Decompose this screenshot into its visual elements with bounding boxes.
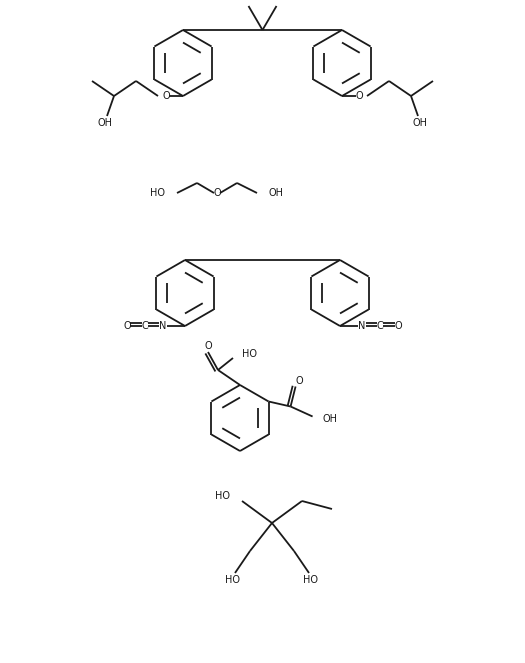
Text: HO: HO xyxy=(226,575,240,585)
Text: O: O xyxy=(355,91,363,101)
Text: N: N xyxy=(159,321,166,331)
Text: N: N xyxy=(358,321,366,331)
Text: C: C xyxy=(376,321,383,331)
Text: O: O xyxy=(123,321,131,331)
Text: O: O xyxy=(296,375,303,385)
Text: HO: HO xyxy=(150,188,165,198)
Text: OH: OH xyxy=(413,118,427,128)
Text: C: C xyxy=(142,321,149,331)
Text: HO: HO xyxy=(303,575,319,585)
Text: O: O xyxy=(204,341,212,351)
Text: HO: HO xyxy=(215,491,230,501)
Text: O: O xyxy=(394,321,402,331)
Text: O: O xyxy=(162,91,170,101)
Text: OH: OH xyxy=(269,188,284,198)
Text: O: O xyxy=(213,188,221,198)
Text: OH: OH xyxy=(98,118,112,128)
Text: OH: OH xyxy=(322,414,338,424)
Text: HO: HO xyxy=(242,349,257,359)
